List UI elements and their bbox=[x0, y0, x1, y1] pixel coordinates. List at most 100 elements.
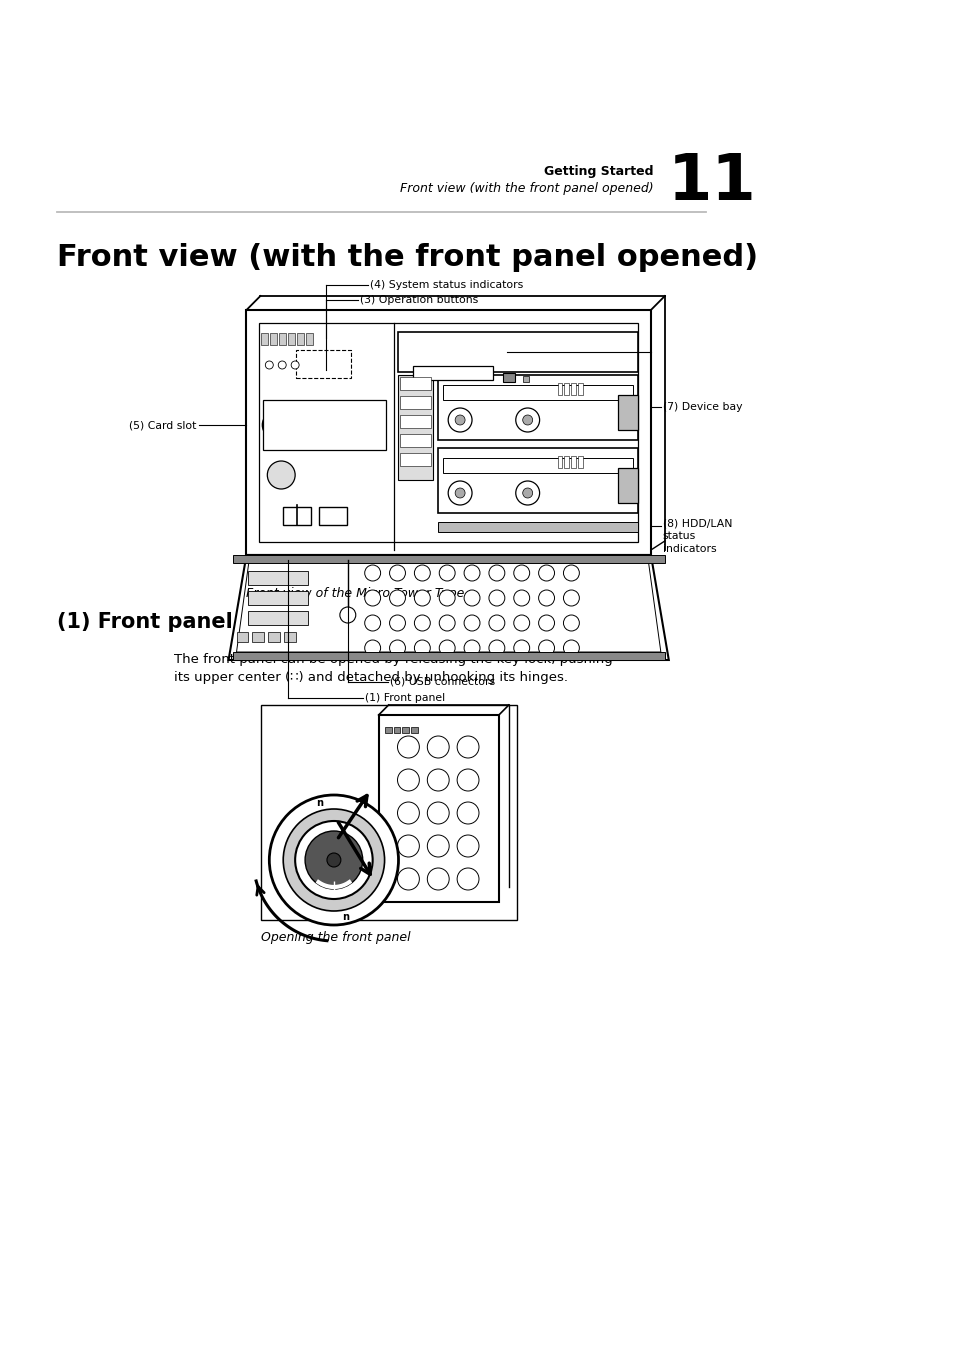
Bar bbox=[400, 434, 431, 447]
Bar bbox=[394, 727, 400, 734]
Circle shape bbox=[278, 361, 286, 369]
Bar bbox=[259, 323, 638, 542]
Circle shape bbox=[563, 615, 578, 631]
Circle shape bbox=[455, 415, 465, 426]
Bar bbox=[522, 376, 528, 382]
Text: status: status bbox=[662, 531, 696, 540]
Text: n: n bbox=[316, 798, 323, 808]
Bar bbox=[571, 382, 576, 394]
Circle shape bbox=[489, 565, 504, 581]
Circle shape bbox=[427, 867, 449, 890]
Bar bbox=[437, 449, 638, 513]
Circle shape bbox=[291, 361, 299, 369]
Bar bbox=[261, 332, 268, 345]
Bar bbox=[618, 394, 638, 430]
Circle shape bbox=[489, 640, 504, 657]
Bar bbox=[398, 376, 433, 480]
Circle shape bbox=[397, 802, 419, 824]
Text: Front view (with the front panel opened): Front view (with the front panel opened) bbox=[400, 182, 653, 195]
Circle shape bbox=[389, 640, 405, 657]
Circle shape bbox=[389, 590, 405, 607]
Circle shape bbox=[514, 565, 529, 581]
Bar bbox=[268, 632, 280, 642]
Polygon shape bbox=[236, 558, 660, 653]
Bar bbox=[295, 403, 383, 420]
Bar bbox=[400, 377, 431, 390]
Text: (4) System status indicators: (4) System status indicators bbox=[370, 280, 522, 290]
Bar bbox=[279, 332, 286, 345]
Bar bbox=[248, 611, 308, 626]
Circle shape bbox=[364, 590, 380, 607]
Text: its upper center (∷) and detached by unhooking its hinges.: its upper center (∷) and detached by unh… bbox=[173, 671, 567, 685]
Bar bbox=[283, 507, 311, 526]
Circle shape bbox=[463, 615, 479, 631]
Circle shape bbox=[463, 590, 479, 607]
Circle shape bbox=[538, 640, 554, 657]
Bar bbox=[443, 458, 633, 473]
Circle shape bbox=[397, 835, 419, 857]
Circle shape bbox=[389, 565, 405, 581]
Text: n: n bbox=[342, 912, 349, 921]
Bar bbox=[578, 382, 582, 394]
Bar bbox=[284, 632, 295, 642]
Circle shape bbox=[397, 736, 419, 758]
Circle shape bbox=[463, 640, 479, 657]
Circle shape bbox=[563, 565, 578, 581]
Circle shape bbox=[397, 867, 419, 890]
Circle shape bbox=[397, 769, 419, 790]
Text: (5) Card slot: (5) Card slot bbox=[130, 420, 196, 430]
Bar bbox=[400, 396, 431, 409]
Circle shape bbox=[339, 607, 355, 623]
Circle shape bbox=[427, 835, 449, 857]
Circle shape bbox=[538, 590, 554, 607]
Circle shape bbox=[414, 565, 430, 581]
Bar bbox=[233, 555, 664, 563]
Bar bbox=[253, 632, 264, 642]
Circle shape bbox=[364, 565, 380, 581]
Bar bbox=[398, 332, 638, 372]
Circle shape bbox=[427, 769, 449, 790]
Circle shape bbox=[269, 794, 398, 925]
Circle shape bbox=[448, 481, 472, 505]
Circle shape bbox=[514, 615, 529, 631]
Bar bbox=[378, 715, 498, 902]
Circle shape bbox=[283, 809, 384, 911]
Text: (6) USB connectors: (6) USB connectors bbox=[389, 677, 495, 688]
Circle shape bbox=[427, 736, 449, 758]
Circle shape bbox=[538, 565, 554, 581]
Bar bbox=[413, 366, 493, 380]
Text: (7) Device bay: (7) Device bay bbox=[662, 403, 741, 412]
Circle shape bbox=[364, 640, 380, 657]
Circle shape bbox=[514, 640, 529, 657]
Circle shape bbox=[265, 361, 273, 369]
Circle shape bbox=[463, 565, 479, 581]
Text: The front panel can be opened by releasing the key lock, pushing: The front panel can be opened by releasi… bbox=[173, 654, 612, 666]
Circle shape bbox=[427, 802, 449, 824]
Circle shape bbox=[327, 852, 340, 867]
Bar bbox=[384, 727, 391, 734]
Text: (8) HDD/LAN: (8) HDD/LAN bbox=[662, 517, 732, 528]
Circle shape bbox=[267, 461, 294, 489]
Circle shape bbox=[489, 590, 504, 607]
Bar bbox=[295, 350, 351, 378]
Circle shape bbox=[563, 640, 578, 657]
Bar bbox=[618, 467, 638, 503]
Text: Getting Started: Getting Started bbox=[544, 165, 653, 178]
Bar bbox=[248, 590, 308, 605]
Circle shape bbox=[448, 408, 472, 432]
Bar bbox=[270, 332, 277, 345]
Bar bbox=[402, 727, 409, 734]
Circle shape bbox=[364, 615, 380, 631]
Circle shape bbox=[455, 488, 465, 499]
Bar bbox=[261, 705, 517, 920]
Circle shape bbox=[516, 408, 539, 432]
Circle shape bbox=[438, 615, 455, 631]
Bar bbox=[236, 632, 248, 642]
Circle shape bbox=[456, 835, 478, 857]
Text: (2) CD-ROM drive: (2) CD-ROM drive bbox=[508, 347, 603, 357]
Bar bbox=[263, 400, 385, 450]
Polygon shape bbox=[229, 555, 668, 661]
Text: Front view (with the front panel opened): Front view (with the front panel opened) bbox=[56, 243, 757, 273]
Text: (1) Front panel: (1) Front panel bbox=[364, 693, 444, 703]
Circle shape bbox=[522, 415, 532, 426]
